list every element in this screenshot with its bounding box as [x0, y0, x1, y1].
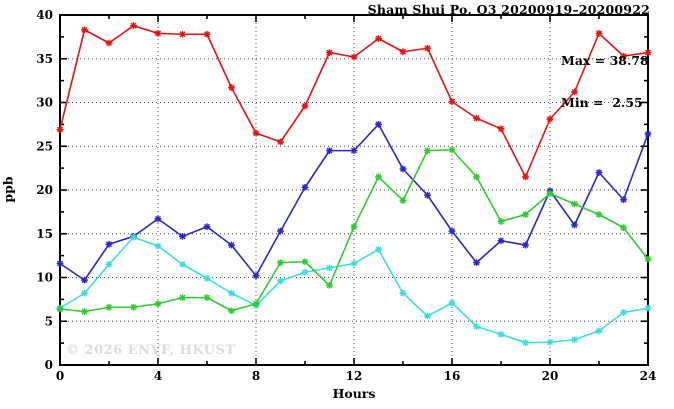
y-tick-label: 25	[36, 139, 53, 153]
series-red-markers	[56, 22, 652, 181]
series-blue-markers	[56, 120, 652, 284]
min-annotation: Min = 2.55	[561, 95, 643, 110]
y-axis-label: ppb	[0, 176, 16, 203]
x-tick-label: 12	[346, 369, 363, 383]
x-tick-label: 8	[252, 369, 260, 383]
plot-border	[59, 14, 649, 366]
series-cyan-markers	[56, 233, 652, 347]
series-red-line	[59, 24, 649, 178]
y-tick-label: 15	[36, 227, 53, 241]
y-tick-label: 40	[36, 8, 53, 22]
y-tick-label: 30	[36, 96, 53, 110]
max-annotation: Max = 38.78	[561, 53, 649, 68]
x-tick-label: 16	[444, 369, 461, 383]
series-cyan-line	[59, 236, 649, 344]
y-tick-label: 35	[36, 52, 53, 66]
y-tick-label: 10	[36, 271, 53, 285]
minmax-annotation: Max = 38.78 Min = 2.55	[561, 26, 649, 138]
x-tick-label: 4	[154, 369, 162, 383]
series-green-line	[59, 148, 649, 313]
y-tick-label: 20	[36, 183, 53, 197]
y-tick-label: 0	[45, 358, 53, 372]
x-axis-label: Hours	[332, 386, 376, 401]
x-tick-label: 0	[56, 369, 64, 383]
series-blue-line	[59, 123, 649, 281]
x-tick-label: 20	[542, 369, 559, 383]
x-tick-label: 24	[640, 369, 657, 383]
series-green-markers	[56, 146, 652, 316]
chart-title: Sham Shui Po, O3 20200919–20200922	[367, 2, 650, 17]
watermark: © 2026 ENVF, HKUST	[66, 343, 236, 358]
y-tick-label: 5	[45, 314, 53, 328]
